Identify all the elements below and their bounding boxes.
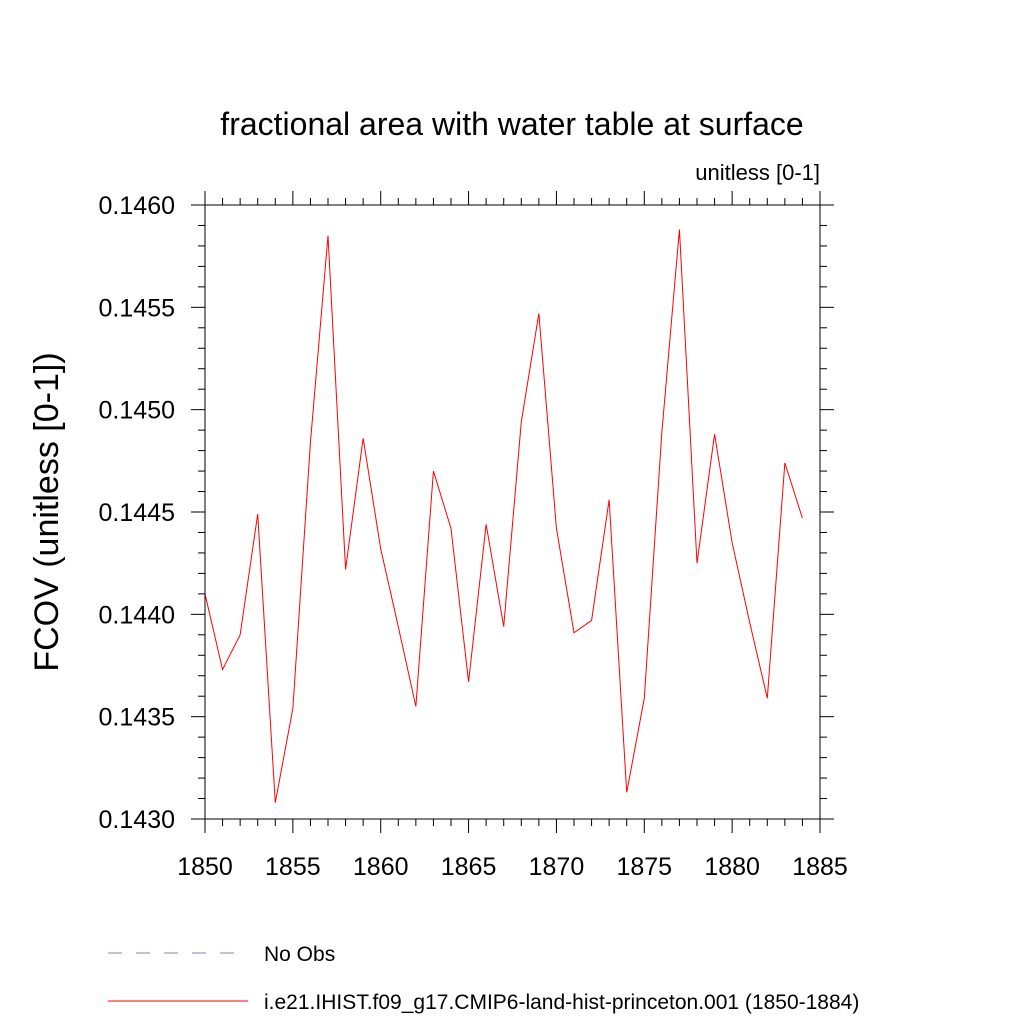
y-tick-label: 0.1455 [99,294,175,322]
x-tick-label: 1860 [353,853,409,881]
x-tick-label: 1880 [704,853,760,881]
series-layer [204,229,803,803]
y-tick-label: 0.1460 [99,192,175,220]
x-tick-label: 1885 [792,853,848,881]
y-axis-label: FCOV (unitless [0-1]) [28,352,66,671]
y-tick-label: 0.1450 [99,397,175,425]
y-axis-ticks: 0.1430 0.1435 0.1440 0.1445 0.1450 0.1455 0.14… [99,192,834,834]
x-tick-label: 1875 [616,853,672,881]
y-tick-label: 0.1435 [99,704,175,732]
legend: No Obs i.e21.IHIST.f09_g17.CMIP6-land-his… [108,943,859,1014]
x-tick-label: 1850 [177,853,233,881]
units-label: unitless [0-1] [695,160,820,185]
plot-frame [204,204,821,820]
series-line [204,229,803,803]
x-axis-ticks: 1850 1855 1860 1865 1870 1875 1880 1885 [177,191,848,881]
y-tick-label: 0.1445 [99,499,175,527]
x-tick-label: 1865 [441,853,497,881]
y-tick-label: 0.1440 [99,601,175,629]
x-tick-label: 1870 [529,853,585,881]
legend-label-1: No Obs [264,943,335,966]
x-tick-label: 1855 [265,853,321,881]
legend-label-2: i.e21.IHIST.f09_g17.CMIP6-land-hist-prin… [264,991,859,1014]
chart-title: fractional area with water table at surf… [220,106,803,142]
y-tick-label: 0.1430 [99,806,175,834]
